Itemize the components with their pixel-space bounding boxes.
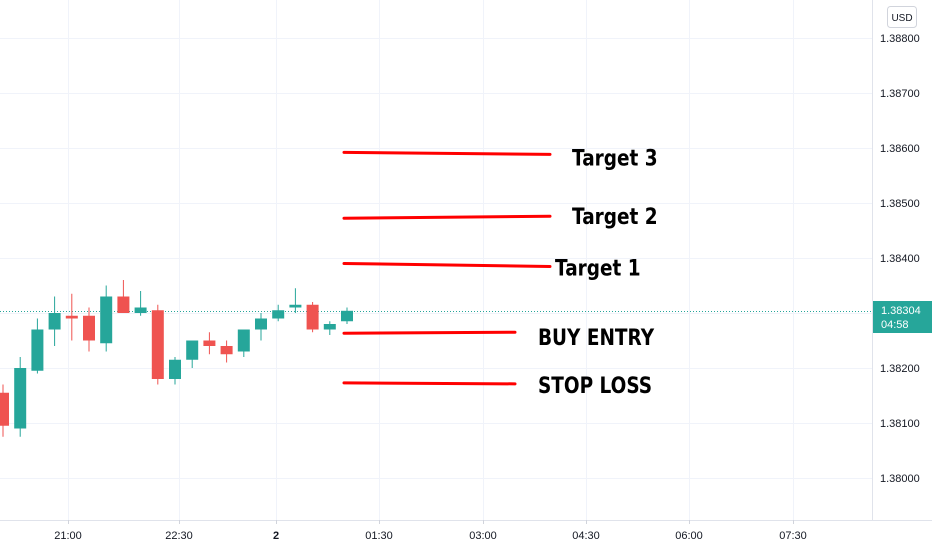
- candle: [186, 340, 199, 368]
- annotation-level[interactable]: Target 2: [342, 204, 658, 230]
- candle: [14, 357, 27, 437]
- candle-body: [323, 324, 336, 330]
- y-tick-label: 1.38500: [880, 198, 920, 210]
- annotation-label: STOP LOSS: [538, 372, 652, 398]
- currency-badge-frame: [887, 6, 917, 28]
- candle: [169, 357, 181, 385]
- y-tick-label: 1.38400: [880, 253, 920, 265]
- annotation-line[interactable]: [342, 330, 517, 335]
- candle-body: [341, 310, 353, 322]
- candle-body: [151, 310, 164, 379]
- candle-body: [203, 340, 216, 346]
- annotation-label: Target 2: [572, 204, 658, 230]
- annotation-level[interactable]: Target 1: [342, 255, 641, 281]
- y-tick-label: 1.38800: [880, 33, 920, 45]
- x-tick-label: 03:00: [469, 530, 497, 542]
- y-tick-label: 1.38600: [880, 143, 920, 155]
- y-tick-label: 1.38700: [880, 88, 920, 100]
- candle-countdown: 04:58: [881, 319, 909, 331]
- candle-body: [169, 359, 181, 379]
- annotation-label: BUY ENTRY: [538, 325, 654, 351]
- candle: [272, 304, 285, 322]
- annotation-label: Target 3: [572, 145, 658, 171]
- candle-body: [117, 296, 130, 313]
- current-price-tag: 1.38304 04:58: [873, 301, 932, 333]
- x-tick-label: 01:30: [365, 530, 393, 542]
- candle: [134, 291, 147, 316]
- candle-body: [65, 315, 78, 319]
- candle: [83, 307, 95, 352]
- y-tick-label: 1.38100: [880, 418, 920, 430]
- candle: [289, 288, 302, 313]
- candle-body: [83, 315, 95, 341]
- candle: [306, 302, 319, 333]
- candle: [31, 318, 44, 374]
- candle: [100, 285, 113, 352]
- x-tick-label: 07:30: [779, 530, 807, 542]
- candle-body: [272, 310, 285, 319]
- candle: [65, 293, 78, 341]
- x-tick-label: 06:00: [675, 530, 703, 542]
- candle-body: [100, 296, 113, 344]
- x-tick-label: 2: [273, 530, 279, 542]
- candle-body: [255, 318, 267, 330]
- candle-body: [186, 340, 199, 360]
- candle: [341, 307, 353, 324]
- candle-body: [0, 392, 9, 426]
- candle-body: [289, 304, 302, 308]
- y-tick-label: 1.38200: [880, 363, 920, 375]
- x-tick-label: 04:30: [572, 530, 600, 542]
- candle: [0, 384, 9, 437]
- candle-body: [14, 368, 27, 429]
- horizontal-gridlines: [0, 38, 872, 479]
- candle: [117, 280, 130, 313]
- annotation-line[interactable]: [342, 214, 552, 220]
- current-price-tag-box: [873, 301, 932, 333]
- annotation-level[interactable]: Target 3: [342, 145, 658, 171]
- trade-annotations: Target 3 Target 2 Target 1 BUY ENTRY STOP LO…: [342, 145, 658, 398]
- x-tick-label: 22:30: [165, 530, 193, 542]
- candle: [220, 340, 233, 363]
- currency-label: USD: [891, 13, 912, 24]
- candle: [237, 329, 250, 357]
- y-tick-label: 1.38000: [880, 473, 920, 485]
- x-tick-label: 21:00: [54, 530, 82, 542]
- candle-body: [237, 329, 250, 352]
- annotation-level[interactable]: STOP LOSS: [342, 372, 652, 398]
- candle-body: [48, 313, 61, 330]
- candle: [203, 332, 216, 355]
- annotation-line[interactable]: [342, 381, 517, 386]
- vertical-gridlines: [68, 0, 794, 520]
- time-axis[interactable]: 21:00 22:30 2 01:30 03:00 04:30 06:00 07:30: [54, 520, 807, 542]
- annotation-line[interactable]: [342, 150, 552, 156]
- candle: [151, 304, 164, 385]
- candle-body: [306, 304, 319, 330]
- annotation-label: Target 1: [555, 255, 641, 281]
- annotation-level[interactable]: BUY ENTRY: [342, 325, 654, 351]
- candle-body: [220, 346, 233, 355]
- candle-body: [134, 307, 147, 313]
- candle: [48, 296, 61, 346]
- candle-body: [31, 329, 44, 371]
- currency-badge[interactable]: USD: [887, 6, 917, 28]
- candles: [0, 280, 353, 437]
- candle: [255, 313, 267, 341]
- candle: [323, 321, 336, 335]
- current-price-label: 1.38304: [881, 305, 921, 317]
- annotation-line[interactable]: [342, 262, 552, 268]
- price-axis[interactable]: 1.38800 1.38700 1.38600 1.38500 1.38400 1.382…: [880, 33, 920, 485]
